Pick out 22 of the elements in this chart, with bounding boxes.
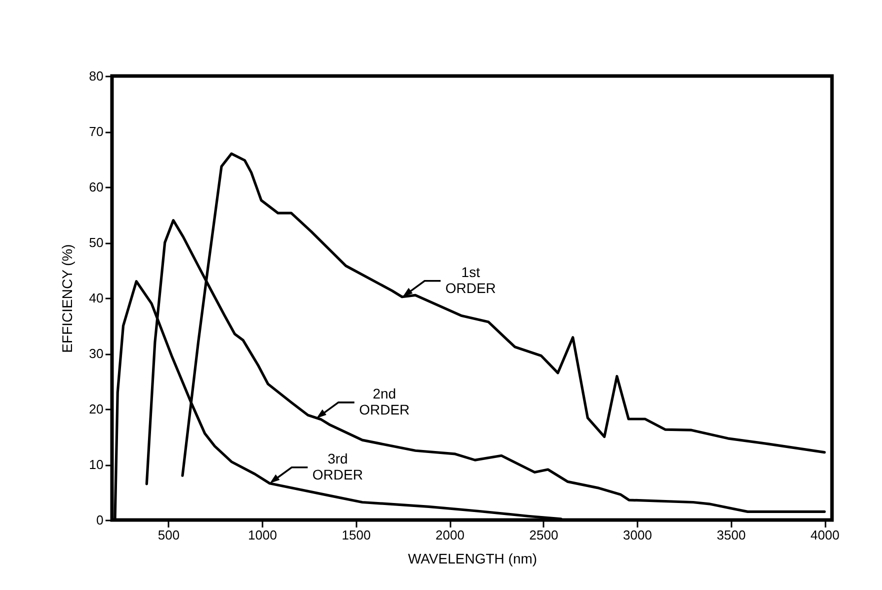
x-tick-label: 1500 (342, 528, 371, 542)
y-tick-label: 30 (89, 346, 104, 361)
annotation: 2nd ORDER (359, 385, 410, 418)
x-tick-label: 2000 (436, 528, 464, 542)
annotation: 3rd ORDER (312, 450, 363, 482)
y-tick-label: 70 (89, 124, 104, 139)
x-axis-title: WAVELENGTH (nm) (408, 550, 538, 566)
x-tick-label: 1000 (248, 528, 277, 542)
y-tick-label: 40 (89, 290, 104, 306)
annotation: 1st ORDER (445, 264, 496, 296)
y-tick-label: 20 (89, 402, 104, 416)
y-tick-label: 60 (89, 180, 104, 194)
y-tick-label: 50 (89, 235, 104, 250)
y-tick-label: 0 (96, 512, 104, 528)
x-tick-label: 3500 (716, 528, 746, 542)
y-axis-title: EFFICIENCY (%) (59, 244, 76, 353)
x-tick-label: 2500 (529, 528, 558, 542)
x-tick-label: 500 (158, 528, 180, 542)
y-tick-label: 10 (89, 457, 104, 472)
x-tick-label: 4000 (810, 528, 840, 542)
x-tick-label: 3000 (623, 528, 652, 542)
y-tick-label: 80 (89, 68, 104, 84)
